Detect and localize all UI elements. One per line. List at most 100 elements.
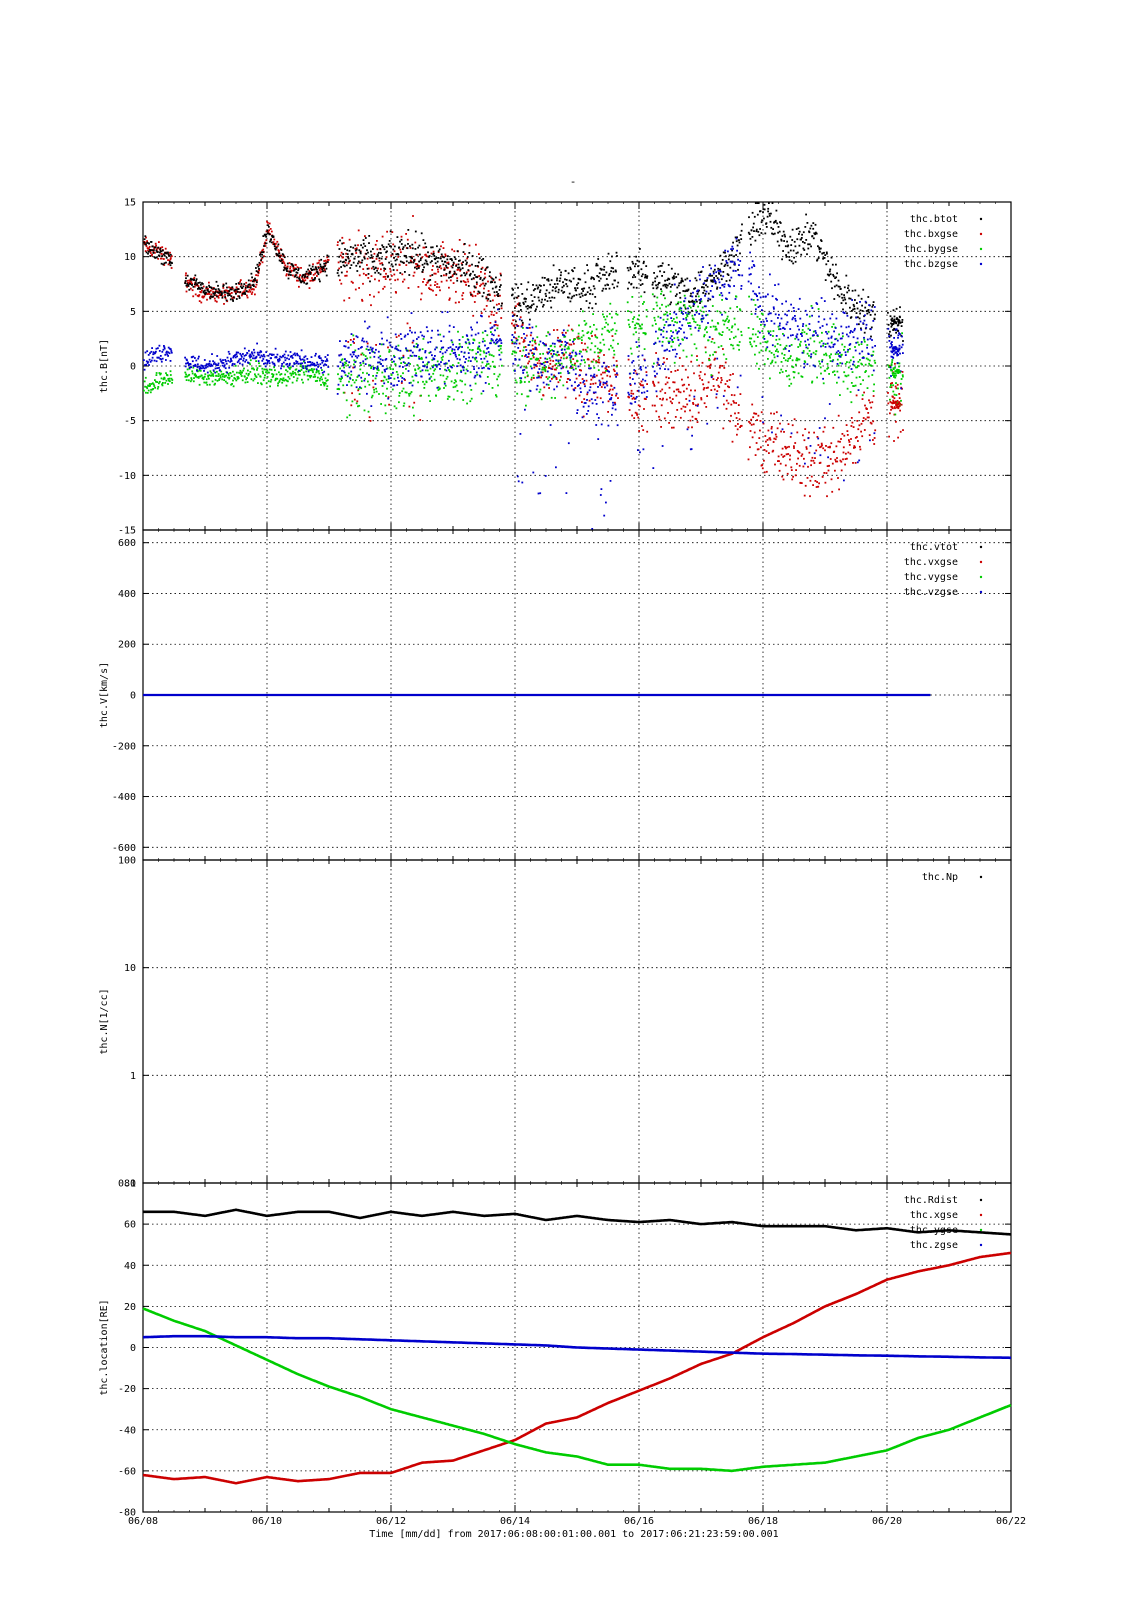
data-point [272, 373, 275, 376]
data-point [363, 409, 366, 412]
data-point [191, 283, 194, 285]
data-point [418, 260, 420, 263]
data-point [199, 369, 202, 372]
data-point [322, 360, 325, 362]
data-point [146, 362, 149, 364]
data-point [523, 365, 526, 368]
data-point [440, 361, 442, 363]
data-point [148, 249, 151, 251]
data-point [377, 291, 380, 294]
data-point [455, 380, 457, 383]
data-point [887, 392, 889, 394]
data-point [148, 242, 150, 245]
data-point [606, 374, 609, 377]
data-point [495, 394, 497, 396]
data-point [524, 346, 527, 348]
data-point [292, 365, 294, 368]
data-point [264, 362, 267, 365]
data-point [388, 240, 391, 242]
data-point [317, 363, 319, 366]
data-point [291, 274, 294, 277]
data-point [763, 203, 766, 206]
data-point [357, 262, 359, 265]
data-point [289, 366, 292, 369]
data-point [217, 296, 220, 299]
data-point [549, 349, 552, 352]
data-point [426, 281, 429, 284]
data-point [405, 264, 408, 266]
data-point [277, 243, 280, 246]
data-point [871, 374, 874, 376]
data-point [258, 365, 261, 367]
data-point [801, 331, 803, 334]
data-point [411, 351, 414, 354]
data-point [483, 340, 486, 342]
data-point [739, 308, 741, 311]
data-point [434, 284, 436, 286]
data-point [663, 417, 666, 420]
data-point [567, 346, 570, 348]
data-point [366, 345, 369, 348]
data-point [493, 365, 495, 368]
panel-1: -15-10-5051015thc.B[nT]thc.btotthc.bxgse… [99, 198, 1012, 537]
data-point [889, 386, 892, 388]
data-point [732, 400, 735, 402]
data-point [368, 235, 371, 237]
data-point [440, 275, 443, 277]
data-point [789, 454, 791, 457]
y-tick-label: 15 [124, 198, 136, 209]
data-point [437, 250, 440, 252]
data-point [691, 415, 694, 418]
data-point [270, 241, 273, 244]
data-point [245, 359, 248, 361]
data-point [350, 370, 353, 373]
data-point [481, 279, 484, 282]
data-point [420, 375, 423, 378]
data-point [307, 274, 310, 276]
data-point [668, 282, 671, 285]
data-point [386, 387, 388, 390]
data-point [428, 287, 430, 289]
data-point [837, 364, 840, 367]
data-point [446, 258, 449, 261]
data-point [465, 272, 468, 275]
data-point [500, 342, 503, 344]
data-point [760, 349, 763, 352]
data-point [782, 456, 785, 458]
data-point [284, 264, 287, 267]
data-point [349, 344, 352, 346]
data-point [515, 323, 518, 326]
data-point [203, 381, 206, 384]
data-point [146, 247, 149, 249]
data-point [851, 421, 854, 424]
data-point [684, 406, 687, 408]
series-thc.bzgse [143, 237, 904, 530]
data-point [264, 368, 267, 371]
data-point [430, 288, 433, 291]
data-point [327, 366, 330, 368]
data-point [566, 356, 568, 359]
data-point [478, 345, 481, 348]
data-point [835, 460, 837, 463]
data-point [753, 340, 756, 343]
data-point [733, 255, 735, 258]
data-point [656, 296, 659, 299]
data-point [837, 440, 840, 443]
data-point [143, 241, 146, 244]
data-point [616, 313, 619, 316]
data-point [557, 359, 560, 362]
data-point [412, 215, 414, 217]
data-point [511, 334, 514, 336]
data-point [375, 387, 377, 390]
data-point [719, 333, 721, 336]
data-point [851, 310, 853, 312]
data-point [583, 272, 586, 275]
data-point [783, 357, 785, 359]
data-point [537, 357, 539, 360]
data-point [194, 365, 197, 367]
data-point [235, 292, 237, 295]
data-point [806, 222, 809, 224]
data-point [168, 347, 171, 350]
data-point [406, 247, 409, 250]
data-point [716, 277, 719, 279]
